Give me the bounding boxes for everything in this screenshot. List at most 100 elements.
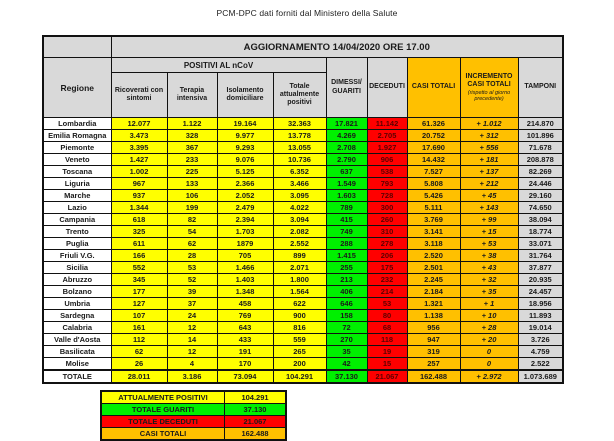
region-name: Emilia Romagna <box>42 129 112 142</box>
ricoverati-cell: 177 <box>110 285 168 298</box>
dimessi-guariti-cell: 2.790 <box>325 153 368 166</box>
dimessi-guariti-cell: 1.603 <box>325 189 368 202</box>
summary-legend: ATTUALMENTE POSITIVI 104.291 TOTALE GUARIT… <box>100 390 287 441</box>
isolamento-cell: 191 <box>216 345 274 358</box>
terapia-intensiva-cell: 62 <box>166 237 218 250</box>
dimessi-guariti-cell: 637 <box>325 165 368 178</box>
legend-row: ATTUALMENTE POSITIVI 104.291 <box>100 390 287 404</box>
casi-totali-cell: 956 <box>406 321 461 334</box>
tamponi-cell: 31.764 <box>517 249 564 262</box>
ricoverati-cell: 618 <box>110 213 168 226</box>
region-row: Valle d'Aosta 112 14 433 559 270 118 947 + 20 3.7… <box>42 333 564 346</box>
casi-totali-cell: 257 <box>406 357 461 371</box>
header-positivi-group: POSITIVI AL nCoV <box>110 57 327 73</box>
region-name: Sardegna <box>42 309 112 322</box>
tamponi-cell: 1.073.689 <box>517 369 564 384</box>
tamponi-cell: 33.071 <box>517 237 564 250</box>
casi-totali-cell: 1.138 <box>406 309 461 322</box>
isolamento-cell: 9.293 <box>216 141 274 154</box>
casi-totali-cell: 5.426 <box>406 189 461 202</box>
isolamento-cell: 2.052 <box>216 189 274 202</box>
totale-positivi-cell: 104.291 <box>272 369 327 384</box>
tamponi-cell: 3.726 <box>517 333 564 346</box>
deceduti-cell: 538 <box>366 165 408 178</box>
deceduti-cell: 206 <box>366 249 408 262</box>
header-incremento-note: (rispetto al giorno precedente) <box>467 89 511 103</box>
incremento-cell: + 38 <box>459 249 519 262</box>
ricoverati-cell: 1.427 <box>110 153 168 166</box>
isolamento-cell: 73.094 <box>216 369 274 384</box>
totale-positivi-cell: 2.071 <box>272 261 327 274</box>
region-row: Toscana 1.002 225 5.125 6.352 637 538 7.527 + 13… <box>42 165 564 178</box>
casi-totali-cell: 2.520 <box>406 249 461 262</box>
casi-totali-cell: 1.321 <box>406 297 461 310</box>
dimessi-guariti-cell: 789 <box>325 201 368 214</box>
header-regione: Regione <box>42 57 112 118</box>
tamponi-cell: 101.896 <box>517 129 564 142</box>
terapia-intensiva-cell: 106 <box>166 189 218 202</box>
terapia-intensiva-cell: 14 <box>166 333 218 346</box>
incremento-cell: + 43 <box>459 261 519 274</box>
tamponi-cell: 37.877 <box>517 261 564 274</box>
casi-totali-cell: 20.752 <box>406 129 461 142</box>
totale-positivi-cell: 1.564 <box>272 285 327 298</box>
casi-totali-cell: 5.808 <box>406 177 461 190</box>
region-name: Valle d'Aosta <box>42 333 112 346</box>
isolamento-cell: 458 <box>216 297 274 310</box>
isolamento-cell: 1879 <box>216 237 274 250</box>
deceduti-cell: 68 <box>366 321 408 334</box>
totale-positivi-cell: 13.778 <box>272 129 327 142</box>
region-name: Friuli V.G. <box>42 249 112 262</box>
casi-totali-cell: 3.118 <box>406 237 461 250</box>
region-name: Bolzano <box>42 285 112 298</box>
casi-totali-cell: 2.501 <box>406 261 461 274</box>
ricoverati-cell: 3.395 <box>110 141 168 154</box>
incremento-cell: + 20 <box>459 333 519 346</box>
dimessi-guariti-cell: 17.821 <box>325 117 368 130</box>
region-row: Liguria 967 133 2.366 3.466 1.549 793 5.808 + 21… <box>42 177 564 190</box>
region-row: Emilia Romagna 3.473 328 9.977 13.778 4.269 2.… <box>42 129 564 142</box>
casi-totali-cell: 3.769 <box>406 213 461 226</box>
deceduti-cell: 1.927 <box>366 141 408 154</box>
isolamento-cell: 705 <box>216 249 274 262</box>
tamponi-cell: 24.446 <box>517 177 564 190</box>
ricoverati-cell: 1.344 <box>110 201 168 214</box>
region-row: Lombardia 12.077 1.122 19.164 32.363 17.821 11… <box>42 117 564 130</box>
casi-totali-cell: 5.111 <box>406 201 461 214</box>
deceduti-cell: 21.067 <box>366 369 408 384</box>
terapia-intensiva-cell: 367 <box>166 141 218 154</box>
incremento-cell: + 53 <box>459 237 519 250</box>
dimessi-guariti-cell: 255 <box>325 261 368 274</box>
legend-body: ATTUALMENTE POSITIVI 104.291 TOTALE GUARIT… <box>100 390 287 441</box>
isolamento-cell: 9.076 <box>216 153 274 166</box>
region-row: Umbria 127 37 458 622 646 53 1.321 + 1 18.956 <box>42 297 564 310</box>
region-name: Puglia <box>42 237 112 250</box>
region-row: Marche 937 106 2.052 3.095 1.603 728 5.426 + 45 2… <box>42 189 564 202</box>
region-row: Campania 618 82 2.394 3.094 415 260 3.769 + 99 38… <box>42 213 564 226</box>
terapia-intensiva-cell: 37 <box>166 297 218 310</box>
header-isolamento: Isolamento domiciliare <box>216 72 274 118</box>
incremento-cell: + 556 <box>459 141 519 154</box>
deceduti-cell: 300 <box>366 201 408 214</box>
dimessi-guariti-cell: 42 <box>325 357 368 371</box>
ricoverati-cell: 1.002 <box>110 165 168 178</box>
ricoverati-cell: 967 <box>110 177 168 190</box>
isolamento-cell: 9.977 <box>216 129 274 142</box>
totale-positivi-cell: 899 <box>272 249 327 262</box>
dimessi-guariti-cell: 2.708 <box>325 141 368 154</box>
incremento-cell: + 1.012 <box>459 117 519 130</box>
region-row: Veneto 1.427 233 9.076 10.736 2.790 906 14.432 +… <box>42 153 564 166</box>
incremento-cell: + 2.972 <box>459 369 519 384</box>
ricoverati-cell: 107 <box>110 309 168 322</box>
terapia-intensiva-cell: 225 <box>166 165 218 178</box>
region-row: Bolzano 177 39 1.348 1.564 406 214 2.184 + 35 24.… <box>42 285 564 298</box>
dimessi-guariti-cell: 270 <box>325 333 368 346</box>
tamponi-cell: 74.650 <box>517 201 564 214</box>
ricoverati-cell: 937 <box>110 189 168 202</box>
region-name: Calabria <box>42 321 112 334</box>
ricoverati-cell: 62 <box>110 345 168 358</box>
tamponi-cell: 4.759 <box>517 345 564 358</box>
totale-positivi-cell: 6.352 <box>272 165 327 178</box>
legend-label: TOTALE DECEDUTI <box>100 415 225 428</box>
tamponi-cell: 19.014 <box>517 321 564 334</box>
